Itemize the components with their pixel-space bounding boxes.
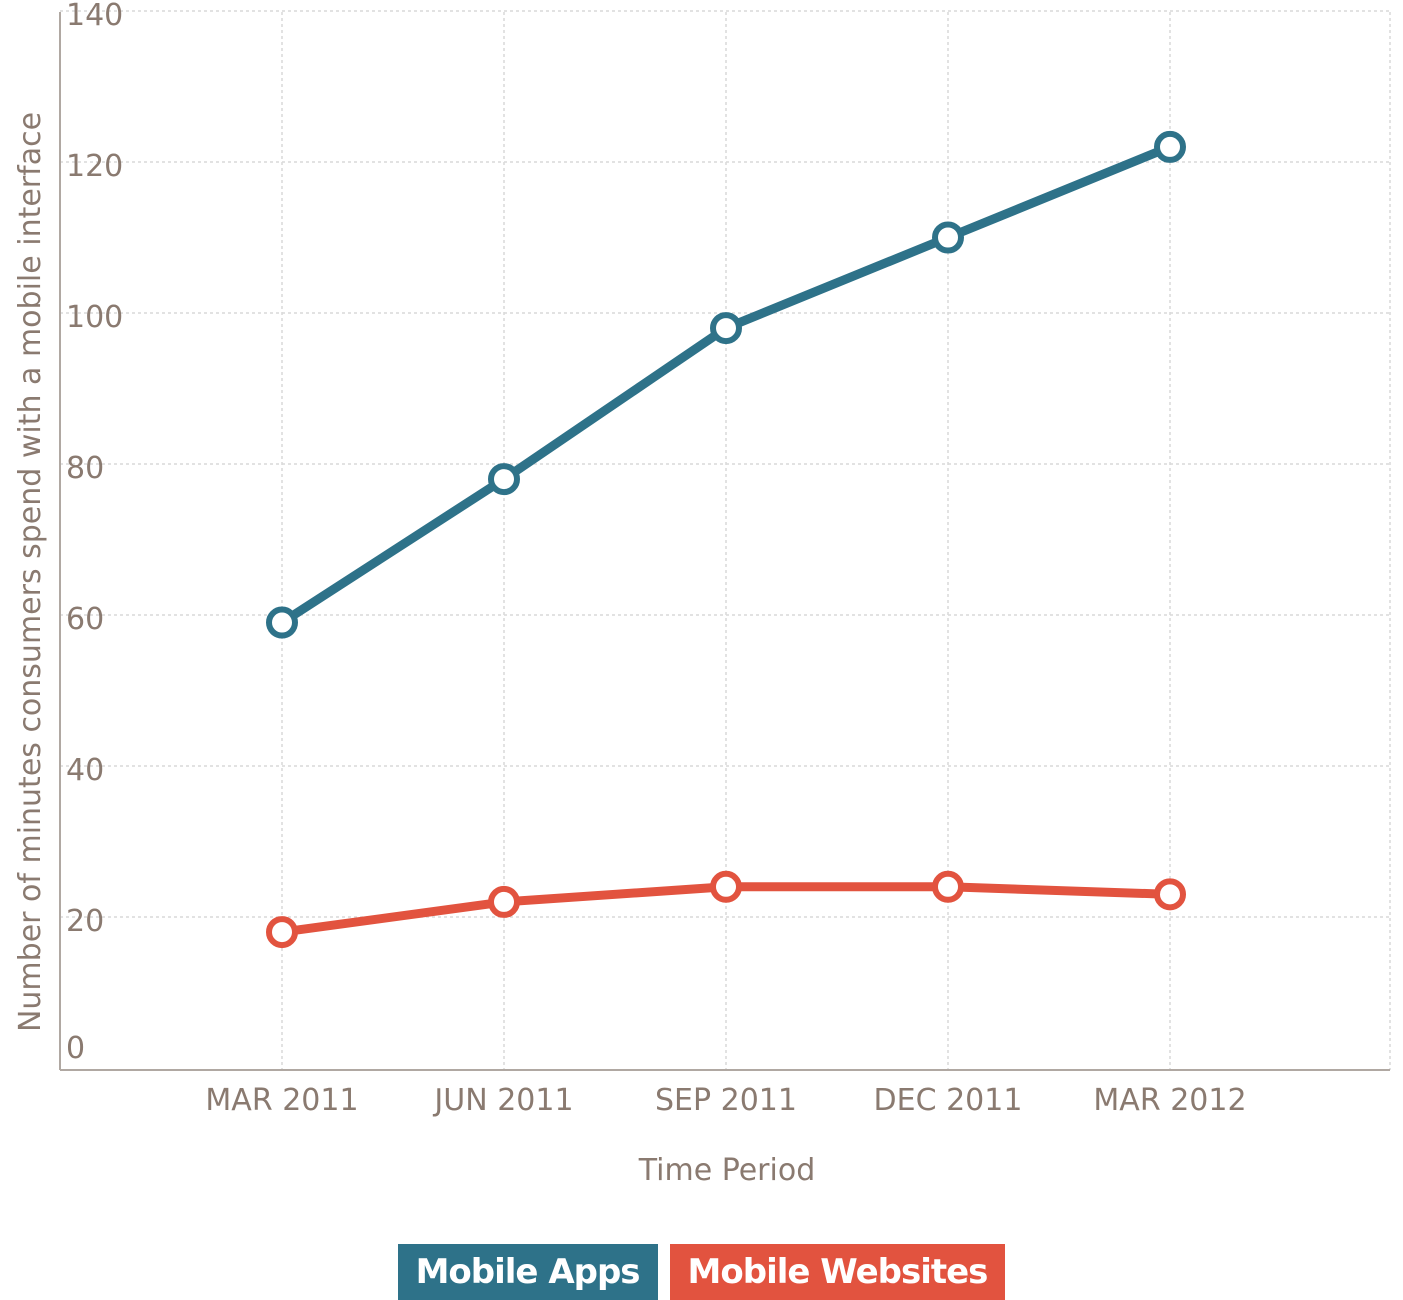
y-tick-label: 100 xyxy=(66,300,123,335)
data-point-mobile-apps xyxy=(932,221,964,254)
y-tick-label: 20 xyxy=(66,904,104,939)
y-tick-label: 0 xyxy=(66,1031,85,1066)
x-tick-label: DEC 2011 xyxy=(874,1083,1023,1118)
series-layer xyxy=(266,130,1186,949)
data-point-mobile-apps xyxy=(266,606,298,639)
x-axis-title: Time Period xyxy=(638,1153,816,1188)
data-point-mobile-websites xyxy=(488,885,520,918)
data-point-mobile-apps xyxy=(710,312,742,345)
line-chart: 0 20 40 60 80 100 120 140 MAR 2011 JUN 2011 SEP 2… xyxy=(13,0,1391,1188)
y-tick-label: 80 xyxy=(66,451,104,486)
x-tick-label: JUN 2011 xyxy=(432,1083,573,1118)
data-point-mobile-websites xyxy=(932,870,964,903)
y-tick-label: 140 xyxy=(66,0,123,33)
y-tick-label: 60 xyxy=(66,602,104,637)
x-tick-label: MAR 2012 xyxy=(1093,1083,1246,1118)
y-axis-title: Number of minutes consumers spend with a… xyxy=(13,112,48,1032)
legend-item-mobile-apps: Mobile Apps xyxy=(397,1244,658,1300)
y-tick-label: 120 xyxy=(66,149,123,184)
x-tick-label: MAR 2011 xyxy=(205,1083,358,1118)
x-tick-labels: MAR 2011 JUN 2011 SEP 2011 DEC 2011 MAR 2012 xyxy=(205,1083,1246,1118)
data-point-mobile-apps xyxy=(1154,130,1186,163)
data-point-mobile-apps xyxy=(488,463,520,496)
data-point-mobile-websites xyxy=(266,916,298,949)
x-tick-label: SEP 2011 xyxy=(655,1083,797,1118)
y-tick-label: 40 xyxy=(66,753,104,788)
chart-grid xyxy=(60,10,1391,1070)
chart-axes xyxy=(59,12,1390,1071)
y-tick-labels: 0 20 40 60 80 100 120 140 xyxy=(66,0,123,1066)
legend-item-mobile-websites: Mobile Websites xyxy=(669,1244,1006,1300)
chart-legend: Mobile Apps Mobile Websites xyxy=(0,1244,1403,1300)
data-point-mobile-websites xyxy=(710,870,742,903)
data-point-mobile-websites xyxy=(1154,878,1186,911)
